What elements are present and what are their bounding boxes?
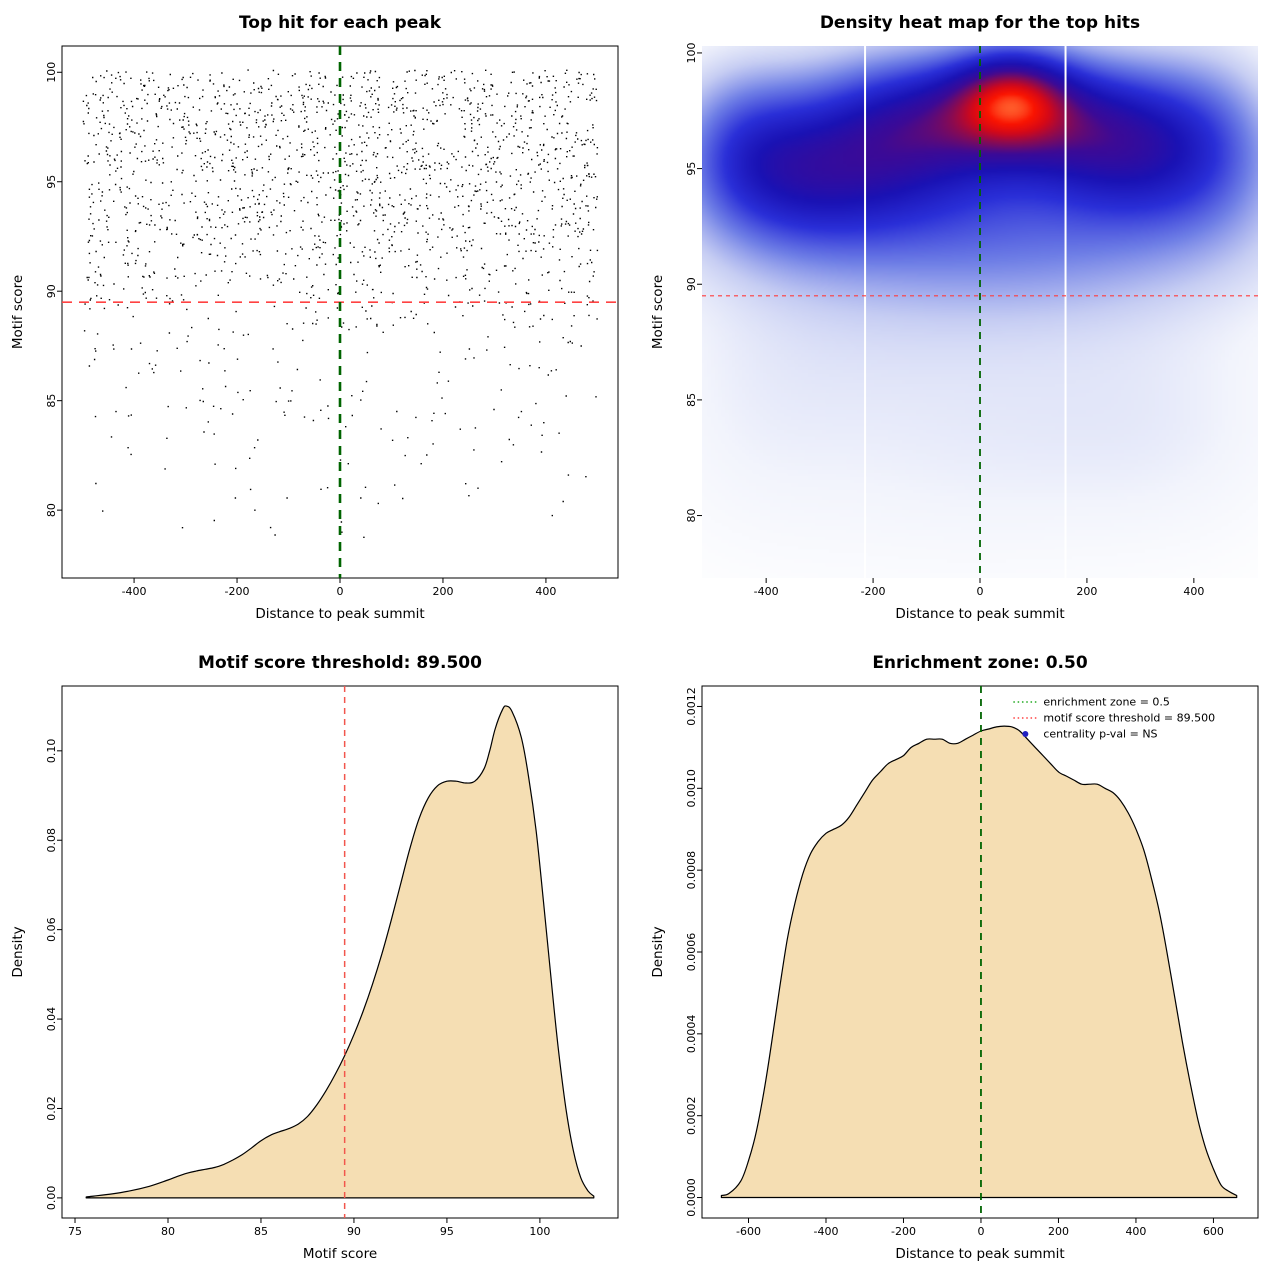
x-tick-label: -400 — [814, 1225, 839, 1238]
y-tick-label: 0.06 — [45, 917, 58, 942]
y-tick-label: 0.0010 — [685, 769, 698, 808]
y-tick-label: 0.0000 — [685, 1178, 698, 1217]
x-tick-label: -400 — [122, 585, 147, 598]
x-tick-label: 0 — [977, 1225, 984, 1238]
x-axis-label: Motif score — [303, 1246, 377, 1262]
density-heatmap-chart: -400 -200 0 200 400 80 85 90 95 100 Distance to pe… — [650, 42, 1258, 622]
x-tick-label: 100 — [529, 1225, 550, 1238]
x-tick-label: -400 — [754, 585, 779, 598]
y-tick-label: 0.10 — [45, 739, 58, 764]
y-tick-label: 80 — [45, 503, 58, 517]
y-tick-label: 0.0002 — [685, 1096, 698, 1135]
y-tick-label: 0.0004 — [685, 1015, 698, 1054]
x-tick-label: 75 — [68, 1225, 82, 1238]
top-hit-scatter-chart: -400 -200 0 200 400 80 85 90 95 100 Distance to pe… — [10, 45, 619, 622]
legend-item-point — [1022, 731, 1029, 737]
x-tick-label: -200 — [891, 1225, 916, 1238]
y-axis-label: Density — [10, 926, 26, 977]
x-tick-label: -200 — [225, 585, 250, 598]
y-tick-label: 100 — [45, 62, 58, 83]
distance-density-chart: -600 -400 -200 0 200 400 600 0.0000 0.0002 0.0004… — [650, 685, 1259, 1262]
scatter-title: Top hit for each peak — [238, 13, 442, 33]
x-tick-label: 400 — [1183, 585, 1204, 598]
heatmap-title: Density heat map for the top hits — [819, 13, 1141, 33]
x-tick-label: -200 — [861, 585, 886, 598]
y-tick-label: 90 — [45, 284, 58, 298]
y-tick-label: 0.0008 — [685, 851, 698, 890]
x-tick-label: 400 — [535, 585, 556, 598]
plot-box — [61, 685, 619, 1219]
y-tick-label: 0.02 — [45, 1096, 58, 1121]
density-area — [720, 725, 1238, 1199]
panel-score-density: Motif score threshold: 89.500 75 80 85 90 95… — [0, 640, 640, 1280]
y-tick-label: 0.04 — [45, 1007, 58, 1032]
x-axis-label: Distance to peak summit — [895, 1246, 1064, 1262]
x-axis-label: Distance to peak summit — [895, 606, 1064, 622]
y-tick-label: 80 — [685, 509, 698, 523]
x-axis-label: Distance to peak summit — [255, 606, 424, 622]
y-tick-label: 95 — [45, 175, 58, 189]
y-tick-label: 0.08 — [45, 828, 58, 853]
density-area — [85, 705, 595, 1199]
x-tick-label: 200 — [1048, 1225, 1069, 1238]
y-axis-label: Motif score — [10, 275, 26, 349]
legend-item-label: centrality p-val = NS — [1043, 728, 1157, 741]
score-density-chart: 75 80 85 90 95 100 0.00 0.02 0.04 0.06 0.08 0.10 Mot… — [10, 685, 619, 1262]
y-tick-label: 85 — [45, 394, 58, 408]
x-tick-label: 600 — [1203, 1225, 1224, 1238]
y-tick-label: 95 — [685, 162, 698, 176]
y-tick-label: 85 — [685, 393, 698, 407]
x-tick-label: 85 — [254, 1225, 268, 1238]
y-axis-label: Density — [650, 926, 666, 977]
panel-top-hit-scatter: Top hit for each peak -400 -200 0 200 400 80 8… — [0, 0, 640, 640]
x-tick-label: 0 — [977, 585, 984, 598]
x-tick-label: -600 — [736, 1225, 761, 1238]
panel-distance-density: Enrichment zone: 0.50 -600 -400 -200 0 200 40… — [640, 640, 1280, 1280]
x-tick-label: 95 — [440, 1225, 454, 1238]
y-tick-label: 0.0006 — [685, 933, 698, 972]
score-density-title: Motif score threshold: 89.500 — [198, 653, 482, 673]
x-tick-label: 400 — [1125, 1225, 1146, 1238]
x-tick-label: 0 — [337, 585, 344, 598]
y-tick-label: 90 — [685, 277, 698, 291]
y-axis-label: Motif score — [650, 275, 666, 349]
distance-density-title: Enrichment zone: 0.50 — [872, 653, 1088, 673]
panel-density-heatmap: Density heat map for the top hits -400 -2… — [640, 0, 1280, 640]
legend-item-label: enrichment zone = 0.5 — [1043, 696, 1170, 709]
legend-item-label: motif score threshold = 89.500 — [1043, 712, 1215, 725]
y-tick-label: 0.00 — [45, 1186, 58, 1211]
x-tick-label: 90 — [347, 1225, 361, 1238]
x-tick-label: 200 — [432, 585, 453, 598]
y-tick-label: 100 — [685, 42, 698, 63]
x-tick-label: 80 — [161, 1225, 175, 1238]
x-tick-label: 200 — [1076, 585, 1097, 598]
y-tick-label: 0.0012 — [685, 687, 698, 726]
